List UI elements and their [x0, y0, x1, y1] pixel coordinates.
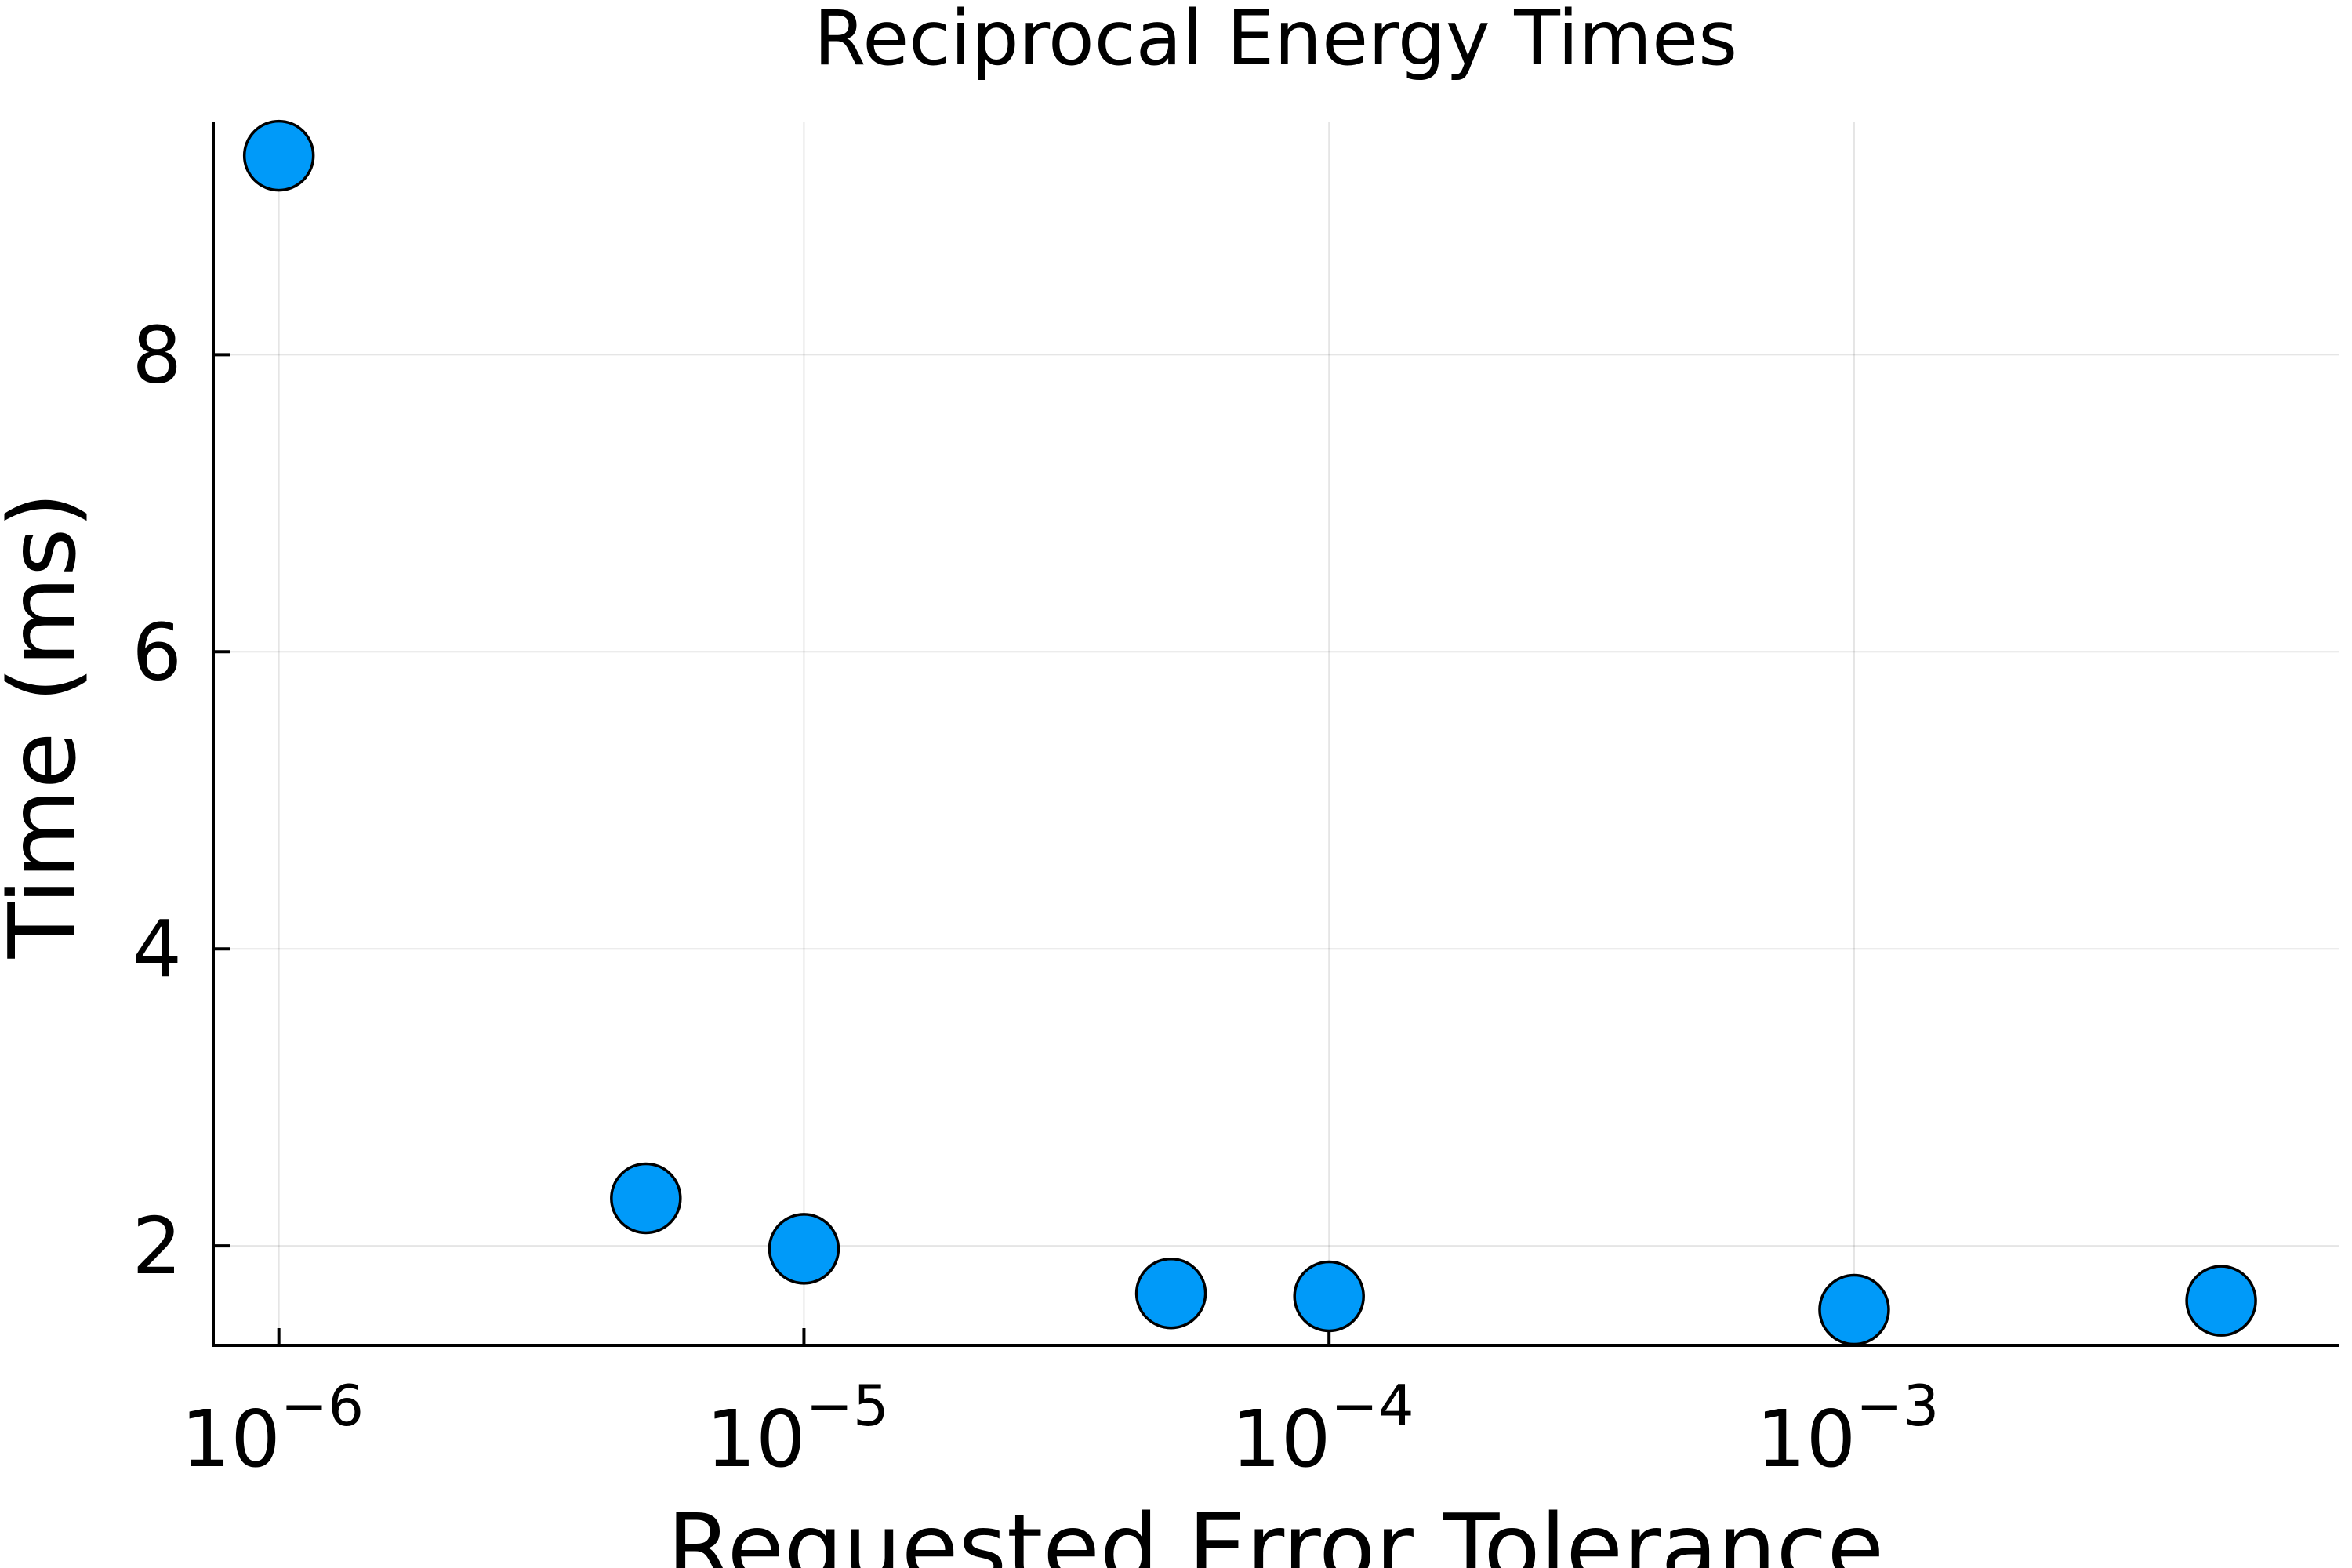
data-point-0 [242, 119, 315, 192]
x-tick-base-1: 10 [706, 1393, 805, 1485]
y-tick-label-3: 8 [132, 309, 182, 401]
x-tick-exponent-1: −5 [806, 1373, 889, 1439]
x-axis-label: Requested Error Tolerance [667, 1494, 1884, 1568]
x-tick-label-3: 10−3 [1756, 1373, 1939, 1485]
x-tick-exponent-2: −4 [1330, 1373, 1414, 1439]
data-point-4 [1293, 1260, 1365, 1333]
y-tick-label-2: 6 [132, 606, 182, 698]
y-axis-label: Time (ms) [0, 492, 96, 960]
x-tick-label-2: 10−4 [1231, 1373, 1414, 1485]
data-point-2 [768, 1213, 840, 1285]
x-tick-exponent-3: −3 [1856, 1373, 1939, 1439]
y-tick-label-1: 4 [132, 903, 182, 995]
y-tick-label-0: 2 [132, 1200, 182, 1292]
x-tick-base-0: 10 [181, 1393, 281, 1485]
data-point-6 [2185, 1265, 2257, 1337]
data-points [242, 119, 2257, 1346]
x-tick-label-1: 10−5 [706, 1373, 888, 1485]
x-tick-base-2: 10 [1231, 1393, 1330, 1485]
chart-title: Reciprocal Energy Times [814, 0, 1737, 82]
data-point-5 [1818, 1273, 1890, 1346]
data-point-1 [610, 1162, 682, 1235]
axes [212, 122, 2339, 1347]
grid [213, 122, 2339, 1345]
x-tick-label-0: 10−6 [181, 1373, 364, 1485]
data-point-3 [1134, 1257, 1207, 1330]
x-tick-base-3: 10 [1756, 1393, 1856, 1485]
x-tick-exponent-0: −6 [281, 1373, 364, 1439]
